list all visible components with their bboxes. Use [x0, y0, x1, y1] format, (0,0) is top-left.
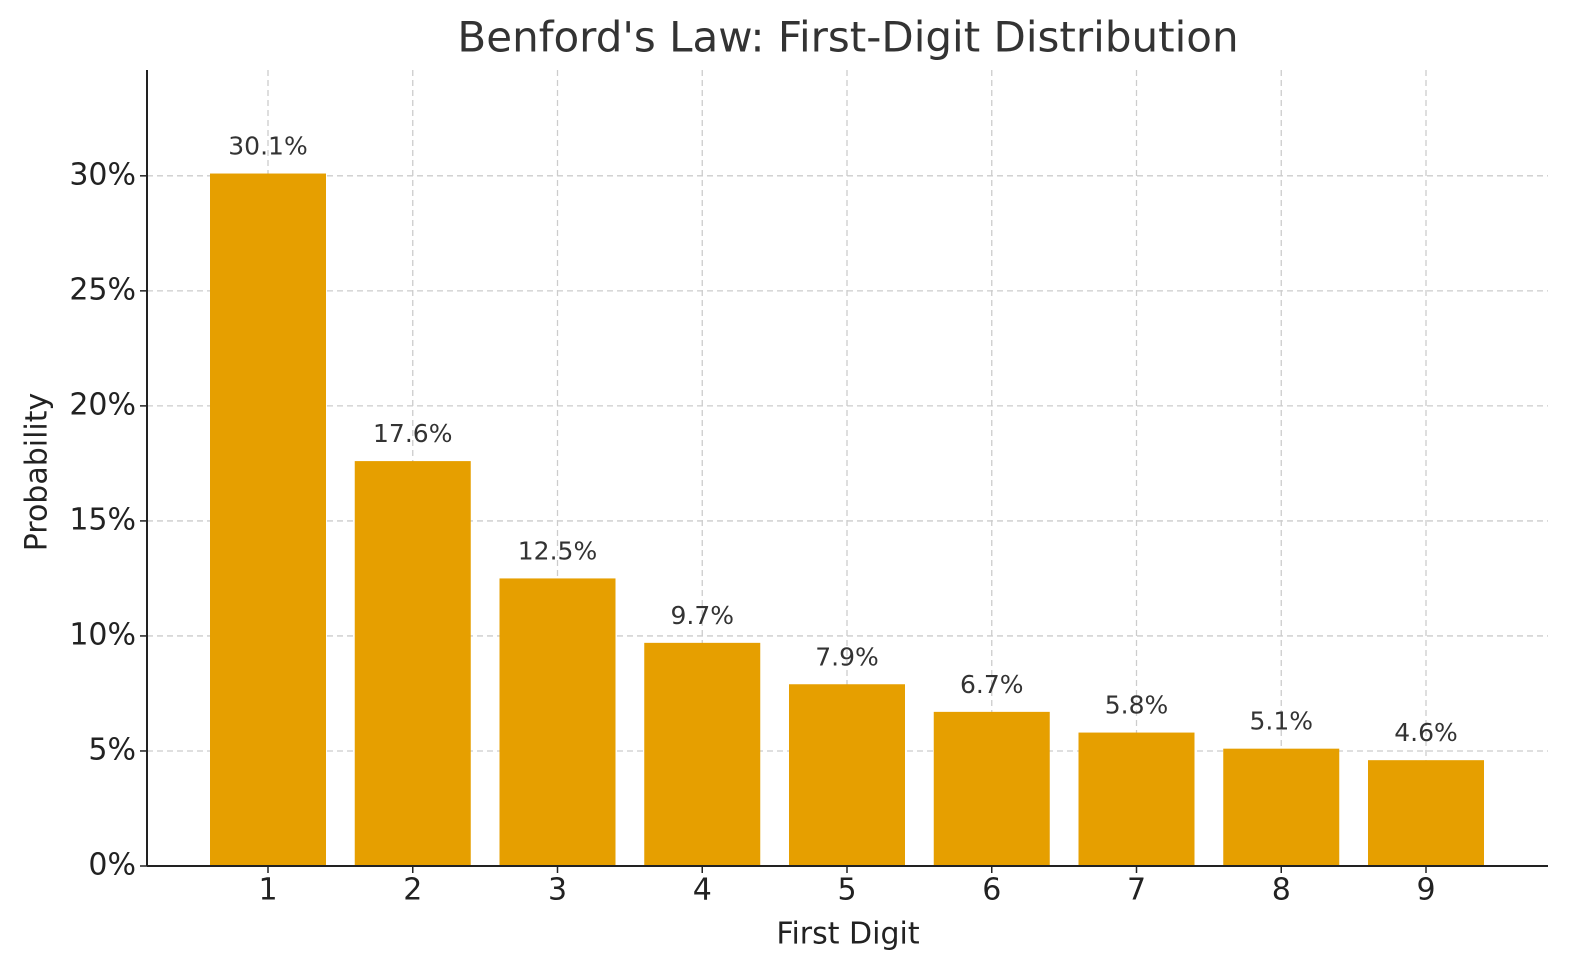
y-tick-label: 30%: [69, 157, 136, 192]
x-tick-label: 7: [1127, 873, 1146, 908]
bar: [933, 711, 1050, 866]
x-tick-label: 8: [1272, 873, 1291, 908]
y-tick-label: 15%: [69, 502, 136, 537]
bar: [354, 461, 471, 866]
bar: [499, 578, 616, 866]
x-tick-label: 5: [837, 873, 856, 908]
x-tick-label: 9: [1416, 873, 1435, 908]
y-tick-label: 5%: [88, 732, 136, 767]
value-label: 7.9%: [815, 642, 879, 671]
value-label: 4.6%: [1394, 718, 1458, 747]
value-label: 9.7%: [670, 601, 734, 630]
y-tick-label: 0%: [88, 848, 136, 883]
value-label: 6.7%: [960, 670, 1024, 699]
value-label: 30.1%: [228, 132, 307, 161]
bar: [789, 684, 905, 866]
value-label: 12.5%: [518, 536, 597, 565]
bar: [1223, 748, 1340, 866]
y-tick-label: 25%: [69, 272, 136, 307]
value-label: 17.6%: [373, 419, 452, 448]
x-tick-label: 4: [693, 873, 712, 908]
x-tick-label: 2: [403, 873, 422, 908]
x-tick-label: 1: [258, 873, 277, 908]
y-tick-label: 20%: [69, 387, 136, 422]
y-axis-label: Probability: [20, 393, 55, 552]
x-axis-label: First Digit: [776, 917, 919, 952]
bar: [644, 642, 761, 866]
x-tick-label: 3: [548, 873, 567, 908]
chart-title: Benford's Law: First-Digit Distribution: [457, 13, 1238, 62]
x-tick-label: 6: [982, 873, 1001, 908]
bar: [210, 173, 326, 867]
value-label: 5.8%: [1105, 691, 1169, 720]
bar: [1078, 732, 1195, 866]
value-label: 5.1%: [1249, 707, 1313, 736]
bar: [1368, 760, 1484, 866]
y-tick-label: 10%: [69, 617, 136, 652]
